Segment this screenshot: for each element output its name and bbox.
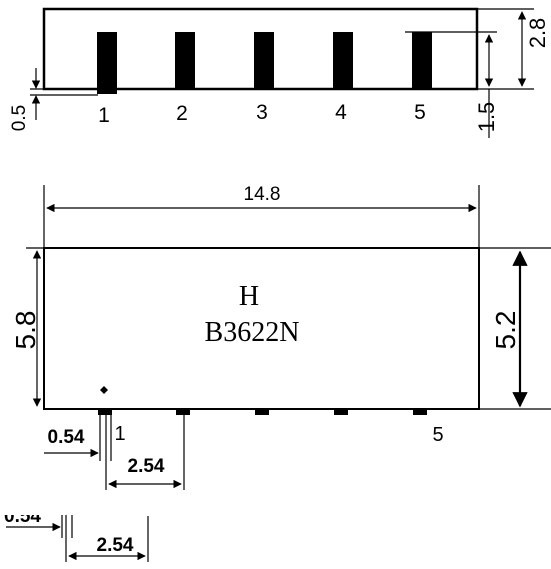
side-pin-1: [97, 32, 117, 94]
side-pin-label-2: 2: [176, 102, 188, 125]
side-pin-label-3: 3: [256, 101, 268, 124]
top-pin-4: [334, 409, 348, 415]
top-pin-1: [98, 409, 112, 415]
top-pin-2: [176, 409, 190, 415]
detail-view: 0.54 2.54: [4, 506, 149, 562]
marking-line-1: H: [239, 281, 259, 312]
dim-pin-width-label: 0.54: [48, 427, 85, 448]
dim-pin-offset-label: 0.5: [9, 105, 30, 131]
dim-pin-length-label: 1.5: [474, 102, 499, 133]
marking-line-2: B3622N: [205, 317, 300, 348]
top-pin-label-5: 5: [432, 424, 443, 446]
dim-height-right-label: 5.2: [490, 311, 521, 350]
detail-pitch-label: 2.54: [97, 535, 134, 556]
side-pin-3: [254, 32, 274, 90]
top-pin-label-1: 1: [114, 423, 125, 445]
dim-height-left-label: 5.8: [10, 311, 41, 350]
top-pin-5: [413, 409, 427, 415]
top-pin-3: [255, 409, 269, 415]
side-pin-label-5: 5: [414, 101, 426, 124]
side-pin-label-4: 4: [335, 101, 347, 124]
pin-1-marker-dot: [100, 386, 108, 394]
side-pin-2: [175, 32, 195, 90]
side-pin-5: [412, 32, 432, 90]
side-pin-label-1: 1: [98, 104, 110, 127]
side-pin-4: [333, 32, 353, 90]
dim-total-height-label: 2.8: [525, 18, 550, 49]
side-view: 1 2 3 4 5 0.5 2.8 1.5: [9, 7, 550, 138]
dim-width-label: 14.8: [244, 184, 281, 205]
dim-pin-pitch-label: 2.54: [128, 456, 165, 477]
top-view: 14.8 H B3622N 5.8 5.2 1 5 0.54: [10, 184, 551, 490]
detail-partial-label: 0.54: [4, 506, 41, 527]
